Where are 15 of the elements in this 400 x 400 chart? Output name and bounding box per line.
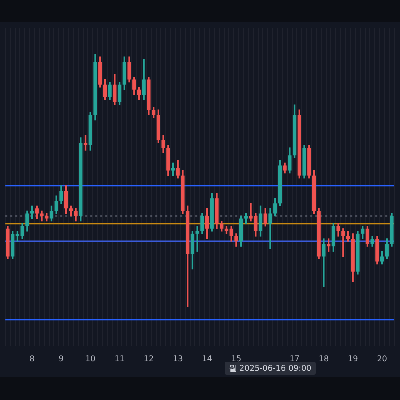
x-tick-label: 20 xyxy=(377,354,388,364)
candlestick xyxy=(196,226,200,252)
x-tick-label: 14 xyxy=(202,354,212,364)
x-tick-label: 12 xyxy=(144,354,154,364)
x-tick-label: 13 xyxy=(173,354,184,364)
x-tick-label: 18 xyxy=(318,354,330,364)
x-tick-label: 10 xyxy=(86,354,96,364)
x-tick-label: 15 xyxy=(231,354,242,364)
x-tick-label: 17 xyxy=(290,354,300,364)
x-tick-label: 19 xyxy=(348,354,358,364)
x-tick-label: 8 xyxy=(30,354,35,364)
x-tick-label: 11 xyxy=(114,354,125,364)
text: 월 2025-06-16 09:00 xyxy=(225,362,316,375)
x-tick-label: 9 xyxy=(58,354,64,364)
candlestick xyxy=(322,238,326,288)
